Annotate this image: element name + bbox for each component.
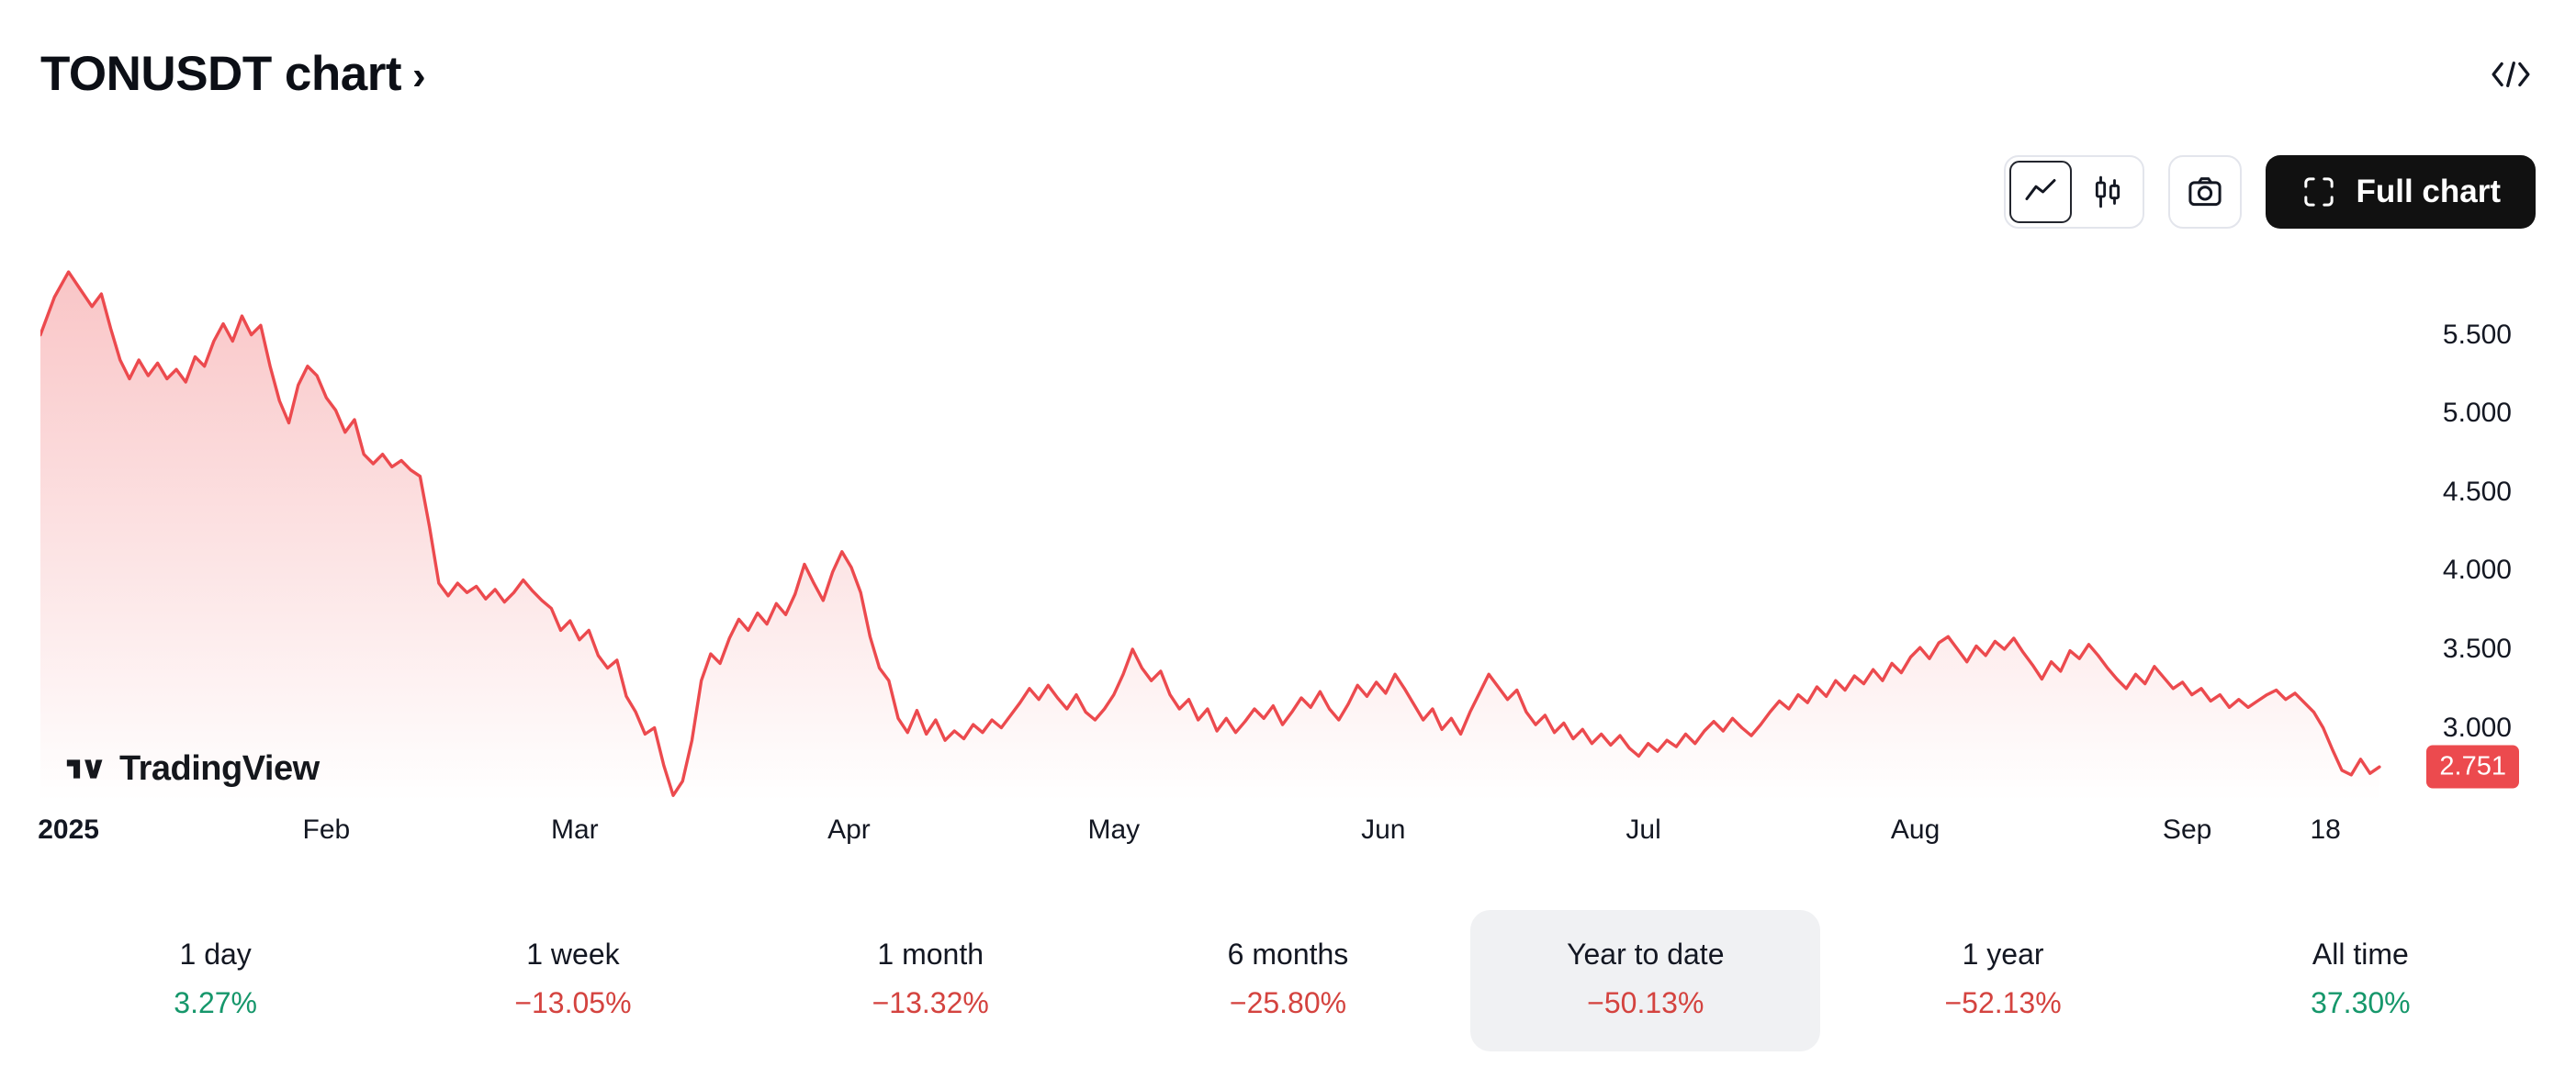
tradingview-wordmark: TradingView — [119, 749, 320, 788]
y-axis-label: 3.500 — [2442, 633, 2512, 664]
chevron-right-icon: › — [412, 52, 426, 98]
period-change-value: −13.32% — [872, 986, 989, 1019]
x-axis-label: May — [1087, 815, 1141, 845]
full-chart-label: Full chart — [2356, 174, 2501, 209]
period-year-to-date[interactable]: Year to date −50.13% — [1470, 910, 1821, 1051]
period-label: 1 year — [1962, 938, 2044, 971]
period-label: 1 day — [179, 938, 252, 971]
x-axis-label: Mar — [551, 815, 599, 845]
y-axis: 2.751 5.500 5.000 4.500 4.000 3.500 3.000 — [2384, 267, 2536, 802]
line-chart-style-button[interactable] — [2009, 161, 2073, 223]
period-1-year[interactable]: 1 year −52.13% — [1828, 910, 2177, 1051]
period-1-day[interactable]: 1 day 3.27% — [40, 910, 390, 1051]
y-axis-label: 5.500 — [2442, 319, 2512, 350]
area-fill — [40, 272, 2379, 802]
symbol-title: TONUSDT chart — [40, 47, 402, 101]
full-chart-button[interactable]: Full chart — [2266, 155, 2536, 229]
x-axis-label: Feb — [302, 815, 351, 845]
period-change-value: 3.27% — [174, 986, 257, 1019]
screenshot-camera-button[interactable] — [2168, 155, 2243, 229]
period-all-time[interactable]: All time 37.30% — [2186, 910, 2536, 1051]
period-6-months[interactable]: 6 months −25.80% — [1113, 910, 1463, 1051]
y-axis-label: 5.000 — [2442, 398, 2512, 429]
period-change-value: 37.30% — [2311, 986, 2411, 1019]
period-label: 1 week — [526, 938, 620, 971]
chart-toolbar: Full chart — [40, 155, 2536, 229]
period-change-value: −52.13% — [1944, 986, 2062, 1019]
x-axis-label: 2025 — [38, 815, 99, 845]
period-1-week[interactable]: 1 week −13.05% — [398, 910, 748, 1051]
x-axis-label: Jun — [1361, 815, 1406, 845]
period-1-month[interactable]: 1 month −13.32% — [756, 910, 1106, 1051]
period-change-value: −25.80% — [1229, 986, 1347, 1019]
candlestick-style-button[interactable] — [2076, 161, 2139, 223]
x-axis: 2025 Feb Mar Apr May Jun Jul Aug Sep 18 — [38, 815, 2384, 849]
embed-code-icon[interactable] — [2486, 55, 2536, 94]
price-line — [40, 272, 2379, 795]
period-change-value: −13.05% — [514, 986, 632, 1019]
x-axis-label: Jul — [1625, 815, 1661, 845]
header: TONUSDT chart › — [40, 46, 2536, 102]
chart-style-toggle — [2004, 155, 2145, 229]
price-line-chart — [40, 267, 2384, 802]
tradingview-attribution[interactable]: TradingView — [66, 749, 320, 789]
price-chart-plot[interactable]: TradingView — [40, 267, 2384, 802]
camera-icon — [2188, 177, 2222, 207]
page-title[interactable]: TONUSDT chart › — [40, 46, 426, 102]
candlestick-icon — [2096, 175, 2120, 208]
chart-area: TradingView 2.751 5.500 5.000 4.500 4.000 3.… — [40, 267, 2536, 802]
period-label: Year to date — [1567, 938, 1725, 971]
x-axis-label: Aug — [1890, 815, 1940, 845]
last-price-badge: 2.751 — [2426, 745, 2519, 789]
y-axis-label: 3.000 — [2442, 712, 2512, 743]
tradingview-logo-icon — [66, 759, 103, 779]
x-axis-label: Apr — [827, 815, 871, 845]
fullscreen-icon — [2304, 177, 2334, 207]
period-change-value: −50.13% — [1587, 986, 1704, 1019]
period-label: 1 month — [877, 938, 984, 971]
period-label: All time — [2312, 938, 2409, 971]
period-selector: 1 day 3.27% 1 week −13.05% 1 month −13.32% 6 m… — [40, 910, 2536, 1051]
x-axis-label: 18 — [2310, 815, 2341, 845]
y-axis-label: 4.500 — [2442, 476, 2512, 507]
x-axis-label: Sep — [2162, 815, 2212, 845]
line-chart-icon — [2025, 179, 2056, 200]
y-axis-label: 4.000 — [2442, 555, 2512, 586]
period-label: 6 months — [1227, 938, 1349, 971]
